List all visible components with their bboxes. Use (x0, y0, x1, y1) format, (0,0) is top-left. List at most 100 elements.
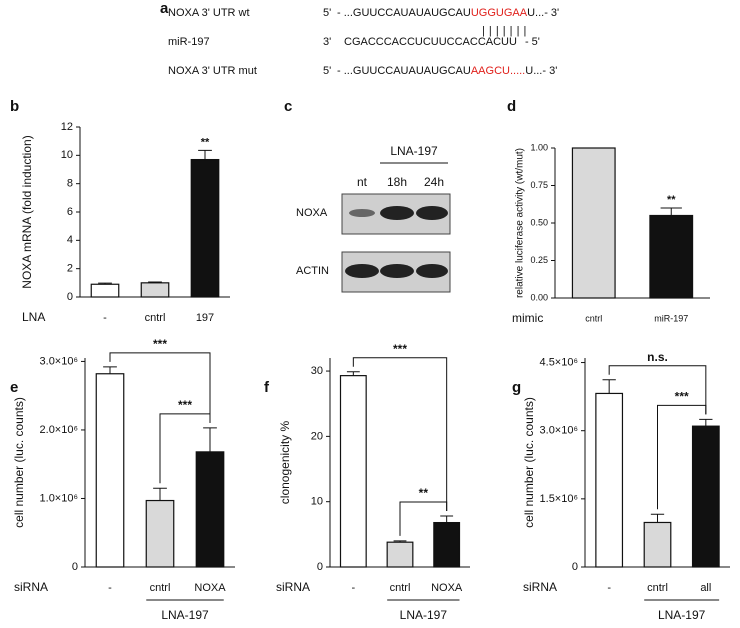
y-axis-label: cell number (luc. counts) (522, 397, 536, 528)
error-bar (198, 149, 212, 160)
y-tick-label: 3.0×10⁶ (40, 355, 78, 367)
y-tick-label: 1.0×10⁶ (40, 492, 78, 504)
sequence-panel: a NOXA 3' UTR wt 5' - ...GUUCCAUAUAUGCAU… (160, 0, 559, 77)
y-tick-label: 0 (72, 561, 78, 573)
x-tick-label: - (108, 582, 112, 594)
y-tick-label: 1.00 (530, 142, 548, 152)
significance-label: n.s. (647, 350, 668, 364)
x-prefix-label: mimic (512, 311, 543, 325)
y-tick-label: 12 (61, 121, 73, 133)
x-tick-label: cntrl (585, 313, 602, 323)
bar (649, 214, 694, 299)
significance-bracket (352, 357, 448, 512)
sequence-end: 3' (323, 36, 331, 48)
group-label: LNA-197 (400, 608, 448, 622)
sequence: - ...GUUCCAUAUAUGCAUAAGCU.....U...- 3' (337, 65, 557, 77)
significance-bracket (399, 501, 448, 536)
blot-band (416, 264, 448, 278)
sequence-part: CGACCCACCUCUUCCACCACUU (344, 36, 517, 48)
significance-bracket (109, 352, 211, 423)
panel-letter: g (512, 379, 521, 396)
y-tick-label: 4.5×10⁶ (540, 356, 578, 368)
bar (90, 283, 120, 298)
y-tick-label: 2.0×10⁶ (40, 424, 78, 436)
lane-label: 24h (424, 175, 444, 189)
bar (595, 392, 624, 568)
sequence: - ...GUUCCAUAUAUGCAUUGGUGAAU...- 3' (337, 7, 559, 19)
x-prefix-label: siRNA (14, 580, 48, 594)
sequence-end: 5' (323, 65, 331, 77)
panel-letter: a (160, 0, 169, 17)
y-tick-label: 3.0×10⁶ (540, 425, 578, 437)
panel-letter: c (284, 98, 292, 115)
bar (643, 521, 672, 568)
row-label: NOXA (296, 207, 328, 219)
y-tick-label: 0.50 (530, 217, 548, 227)
bar (140, 282, 170, 298)
y-tick-label: 0 (67, 291, 73, 303)
treatment-label: LNA-197 (390, 144, 438, 158)
y-axis-label: clonogenicity % (278, 420, 292, 504)
y-axis-label: NOXA mRNA (fold induction) (20, 135, 34, 288)
error-bar (699, 418, 713, 427)
x-prefix-label: siRNA (276, 580, 310, 594)
x-tick-label: NOXA (194, 582, 226, 594)
sequence-part: - 5' (525, 36, 540, 48)
group-label: LNA-197 (161, 608, 209, 622)
sequence-part: - ...GUUCCAUAUAUGCAU (337, 65, 471, 77)
y-tick-label: 10 (311, 496, 323, 508)
blot-band (349, 209, 375, 217)
panel-letter: f (264, 379, 270, 396)
y-tick-label: 0.00 (530, 292, 548, 302)
bar (571, 147, 616, 299)
panel-letter: b (10, 98, 19, 115)
x-tick-label: 197 (196, 312, 214, 324)
sequence: CGACCCACCUCUUCCACCACUU - 5' (344, 36, 540, 48)
x-tick-label: NOXA (431, 582, 463, 594)
error-bar (440, 515, 454, 523)
x-prefix-label: siRNA (523, 580, 557, 594)
y-tick-label: 6 (67, 206, 73, 218)
x-tick-label: - (607, 582, 611, 594)
x-tick-label: all (700, 582, 711, 594)
y-tick-label: 30 (311, 365, 323, 377)
significance-bracket (608, 365, 707, 415)
blot-panel: c LNA-197 nt 18h 24h NOXA ACTIN (284, 98, 451, 293)
error-bar (103, 366, 117, 374)
bar (145, 499, 175, 568)
sequence-highlight: UGGUGAA (471, 7, 528, 19)
y-tick-label: 10 (61, 149, 73, 161)
bar (433, 521, 461, 568)
y-tick-label: 20 (311, 430, 323, 442)
x-tick-label: cntrl (647, 582, 668, 594)
blot-band (345, 264, 379, 278)
sequence-name: NOXA 3' UTR wt (168, 7, 250, 19)
blot-band (416, 206, 448, 220)
lane-label: nt (357, 175, 368, 189)
error-bar (660, 207, 682, 216)
significance-label: *** (153, 337, 167, 351)
sequence-highlight: AAGCU..... (471, 65, 525, 77)
sequence-part: - ...GUUCCAUAUAUGCAU (337, 7, 471, 19)
y-tick-label: 8 (67, 178, 73, 190)
lane-label: 18h (387, 175, 407, 189)
y-axis-label: relative luciferase activity (wt/mut) (515, 148, 526, 298)
y-tick-label: 0.75 (530, 180, 548, 190)
significance-label: *** (675, 390, 689, 404)
pairing: | | | | | | | (482, 25, 527, 37)
bar (339, 375, 367, 568)
significance-label: *** (178, 398, 192, 412)
blot-band (380, 206, 414, 220)
y-tick-label: 0.25 (530, 255, 548, 265)
x-tick-label: cntrl (150, 582, 171, 594)
y-axis-label: cell number (luc. counts) (12, 397, 26, 528)
y-tick-label: 1.5×10⁶ (540, 493, 578, 505)
error-bar (148, 281, 162, 283)
significance-label: ** (201, 136, 210, 148)
bar (386, 541, 414, 568)
significance-bracket (159, 413, 211, 484)
bar (95, 373, 125, 568)
significance-label: ** (667, 194, 676, 206)
error-bar (203, 427, 217, 452)
